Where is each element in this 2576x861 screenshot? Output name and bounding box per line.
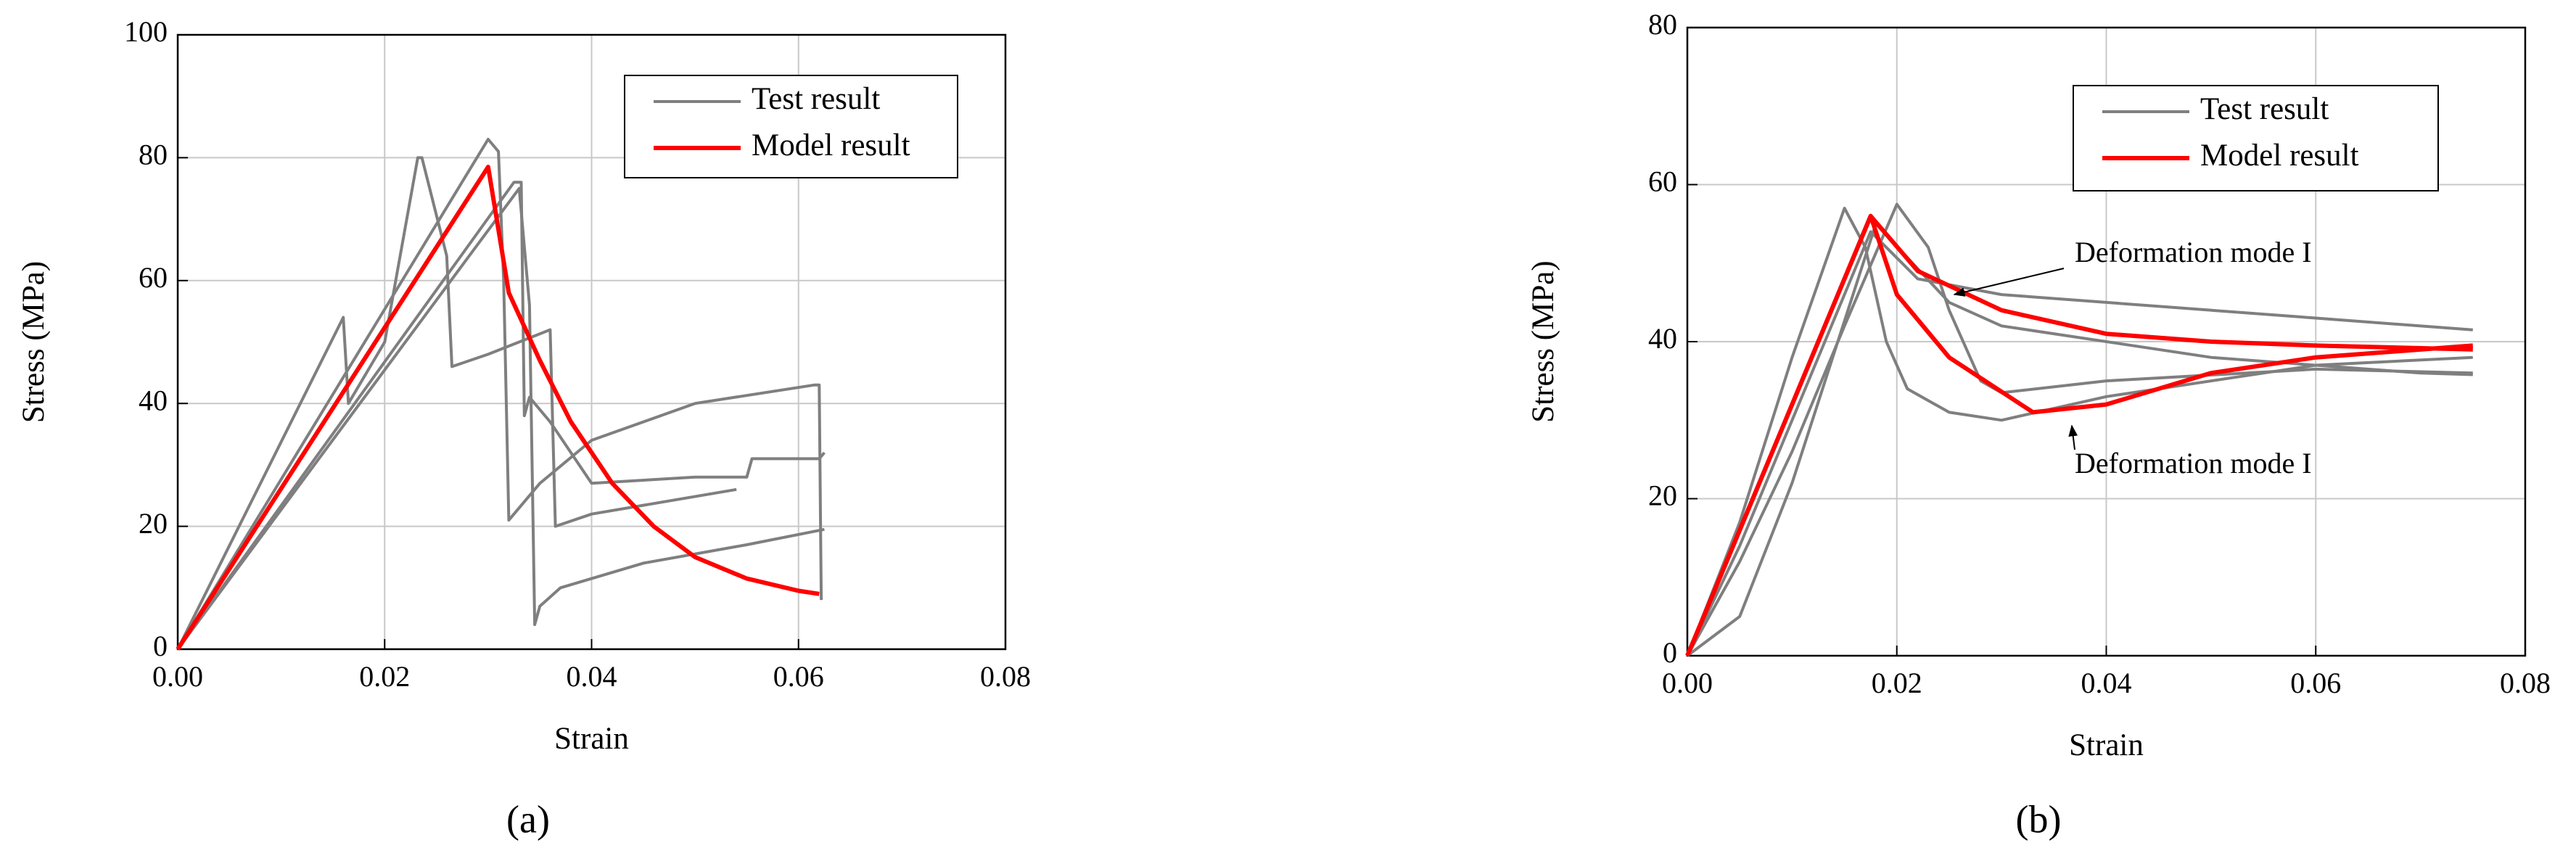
- y-tick-label: 40: [1648, 322, 1677, 355]
- legend-label: Model result: [2200, 139, 2359, 173]
- y-axis-label: Stress (MPa): [1526, 260, 1560, 422]
- y-tick-label: 40: [139, 384, 168, 416]
- legend-box: [2073, 85, 2439, 191]
- y-tick-label: 80: [1648, 8, 1677, 41]
- legend-box: [624, 75, 958, 178]
- legend-label: Test result: [2200, 92, 2329, 126]
- x-axis-label: Strain: [2069, 728, 2144, 762]
- x-tick-label: 0.02: [359, 660, 410, 693]
- curve: [176, 165, 820, 651]
- curve: [1686, 222, 2473, 657]
- legend-label: Model result: [752, 128, 910, 162]
- curve: [1686, 207, 2473, 656]
- legend-label: Test result: [752, 82, 880, 116]
- y-axis-label: Stress (MPa): [17, 261, 51, 423]
- x-tick-label: 0.04: [2081, 667, 2132, 699]
- plot-frame: [1686, 26, 2527, 657]
- curve: [176, 181, 826, 651]
- curve: [1685, 213, 2474, 657]
- y-tick-label: 20: [1648, 479, 1677, 512]
- y-tick-label: 100: [124, 15, 168, 48]
- x-tick-label: 0.04: [567, 660, 617, 693]
- y-tick-label: 60: [139, 261, 168, 294]
- x-tick-label: 0.06: [2290, 667, 2341, 699]
- y-tick-label: 20: [139, 507, 168, 540]
- curve: [1686, 230, 2473, 656]
- x-tick-label: 0.08: [980, 660, 1031, 693]
- annotation: Deformation mode I: [2075, 236, 2312, 268]
- y-tick-label: 0: [1663, 636, 1677, 669]
- x-tick-label: 0.06: [773, 660, 824, 693]
- annotation: Deformation mode I: [2075, 447, 2312, 479]
- y-tick-label: 0: [153, 630, 168, 662]
- curve: [1686, 202, 2473, 656]
- y-tick-label: 80: [139, 139, 168, 171]
- annotation-arrow: [2068, 424, 2078, 450]
- curve: [176, 138, 823, 651]
- curve: [176, 186, 825, 651]
- panel-label: (a): [506, 797, 550, 841]
- annotation-arrow: [1953, 268, 2065, 297]
- x-tick-label: 0.00: [152, 660, 203, 693]
- curve: [176, 156, 737, 650]
- panel-label: (b): [2016, 797, 2062, 841]
- chart: 0.00 0.02 0.04 0.06 0.08 0 20 40 60 80 Test result…: [1526, 8, 2551, 841]
- y-tick-label: 60: [1648, 165, 1677, 198]
- x-tick-label: 0.08: [2500, 667, 2551, 699]
- x-axis-label: Strain: [554, 722, 629, 756]
- x-tick-label: 0.00: [1662, 667, 1713, 699]
- plot-frame: [176, 33, 1007, 651]
- curve: [1685, 213, 2473, 657]
- x-tick-label: 0.02: [1872, 667, 1922, 699]
- chart: 0.00 0.02 0.04 0.06 0.08 0 20 40 60 80 100 Test res…: [17, 15, 1031, 841]
